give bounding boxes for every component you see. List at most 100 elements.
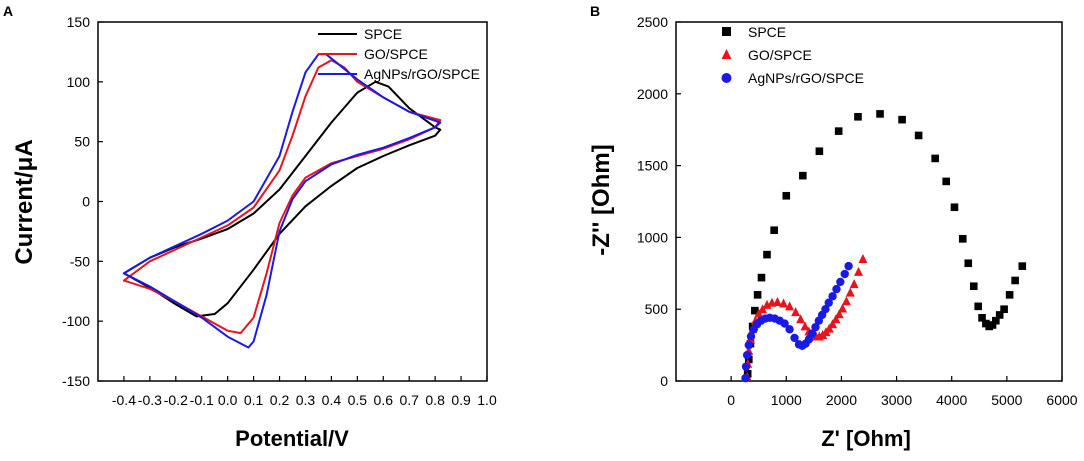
chart-b-series-2-point bbox=[790, 333, 799, 343]
chart-b-xtick-label: 0 bbox=[727, 392, 735, 408]
chart-a-xtick-label: -0.3 bbox=[138, 392, 162, 408]
chart-b-series-1-point bbox=[834, 309, 844, 319]
chart-b-series-2-point bbox=[746, 332, 756, 341]
chart-b-series-2-point bbox=[785, 325, 794, 334]
chart-b-series-0-point bbox=[744, 355, 753, 364]
chart-b-series-1-point bbox=[845, 287, 855, 297]
chart-a-ytick-label: 100 bbox=[67, 74, 91, 90]
chart-b-series-1-point bbox=[831, 314, 841, 324]
chart-a-ytick-label: 0 bbox=[82, 194, 90, 210]
chart-b-series-0-point bbox=[931, 154, 939, 163]
chart-b-series-1-point bbox=[854, 266, 864, 276]
chart-a-ticks: -0.4 -0.3 -0.2 -0.1 0.0 0.1 0.2 0.3 0.4 0.5 0.6 0.7… bbox=[62, 14, 497, 408]
chart-b-series-2-point bbox=[811, 322, 820, 332]
chart-b-series-0-point bbox=[964, 259, 973, 268]
chart-a-xtick-label: 0.0 bbox=[218, 392, 238, 408]
chart-b-series-2-point bbox=[821, 305, 830, 314]
chart-a-xtick-label: 0.3 bbox=[296, 392, 316, 408]
chart-a-xlabel: Potential/V bbox=[235, 426, 349, 451]
chart-b-series-0-point bbox=[950, 203, 959, 212]
chart-a-ylabel: Current/μA bbox=[11, 139, 38, 264]
chart-a-xtick-label: 0.4 bbox=[322, 392, 342, 408]
chart-a-ytick-label: -50 bbox=[70, 253, 90, 269]
chart-b-series-0-point bbox=[1005, 291, 1014, 299]
chart-b-series-2-point bbox=[742, 350, 752, 360]
chart-b-series-1-point bbox=[772, 297, 782, 307]
chart-b-ytick-label: 1000 bbox=[637, 229, 668, 245]
chart-b-series-1-point bbox=[858, 253, 868, 263]
chart-a-series bbox=[122, 53, 442, 349]
chart-b-series-0-point bbox=[834, 127, 843, 135]
chart-b-series-2-point bbox=[828, 292, 837, 301]
chart-b-series-1-point bbox=[785, 301, 795, 311]
chart-a-xtick-label: 0.5 bbox=[348, 392, 368, 408]
chart-b-series-0-point bbox=[782, 191, 791, 200]
chart-b-series-2-point bbox=[832, 284, 841, 294]
legend-b-ag: AgNPs/rGO/SPCE bbox=[748, 70, 864, 86]
chart-a-xtick-label: 0.6 bbox=[374, 392, 394, 408]
chart-b-series-1-point bbox=[779, 298, 789, 308]
chart-a-xtick-label: -0.2 bbox=[164, 392, 188, 408]
chart-b: 0 1000 2000 3000 4000 5000 6000 0 500 1000 1500 200… bbox=[588, 14, 1078, 451]
chart-b-series-0-point bbox=[992, 316, 1000, 325]
chart-b-series-2-point bbox=[824, 298, 833, 307]
chart-a-legend: SPCE GO/SPCE AgNPs/rGO/SPCE bbox=[318, 26, 480, 82]
legend-a-spce: SPCE bbox=[364, 26, 402, 42]
chart-b-series-0-point bbox=[914, 131, 923, 140]
chart-b-series-2-point bbox=[840, 269, 849, 279]
chart-b-frame bbox=[675, 21, 1063, 382]
chart-b-series-1-point bbox=[849, 279, 859, 289]
chart-b-series-0-point bbox=[942, 177, 950, 186]
chart-b-series-0-point bbox=[751, 306, 759, 315]
chart-a-ytick-label: 50 bbox=[74, 134, 90, 150]
chart-b-series-0-point bbox=[1011, 276, 1019, 285]
chart-b-series-0-point bbox=[815, 147, 824, 156]
chart-b-ylabel: -Z'' [Ohm] bbox=[588, 144, 615, 255]
chart-b-series-2-point bbox=[741, 373, 750, 383]
chart-b-series-0-point bbox=[770, 226, 778, 235]
legend-a-ag: AgNPs/rGO/SPCE bbox=[364, 66, 480, 82]
chart-a-xtick-label: 0.2 bbox=[270, 392, 290, 408]
chart-b-series-0-point bbox=[1000, 305, 1008, 313]
chart-b-series-0-point bbox=[854, 112, 862, 121]
chart-b-series-0-point bbox=[969, 282, 978, 291]
chart-b-ytick-label: 0 bbox=[660, 373, 668, 389]
chart-b-ytick-label: 2000 bbox=[637, 86, 668, 102]
chart-b-series-0-point bbox=[753, 291, 762, 299]
chart-b-series-0-point bbox=[995, 311, 1004, 319]
chart-b-series-0-point bbox=[898, 115, 906, 124]
chart-b-series-0-point bbox=[757, 273, 766, 282]
chart-b-series-1-point bbox=[758, 304, 768, 314]
legend-b-marker-spce bbox=[722, 27, 731, 36]
chart-b-series-0-point bbox=[958, 235, 967, 243]
chart-b-xtick-label: 3000 bbox=[881, 392, 912, 408]
chart-b-series-0-point bbox=[763, 250, 771, 259]
chart-b-ticks: 0 1000 2000 3000 4000 5000 6000 0 500 1000 1500 200… bbox=[637, 14, 1078, 408]
chart-a-xtick-label: -0.1 bbox=[190, 392, 214, 408]
legend-b-spce: SPCE bbox=[748, 24, 786, 40]
chart-b-series-2-point bbox=[741, 362, 751, 371]
chart-b-series-2-point bbox=[836, 277, 845, 287]
chart-b-series-2-point bbox=[808, 329, 817, 338]
chart-b-ytick-label: 2500 bbox=[637, 14, 668, 30]
chart-b-series-1-point bbox=[828, 319, 838, 329]
chart-b-series-2-point bbox=[744, 340, 753, 350]
chart-a-xtick-label: 0.8 bbox=[425, 392, 445, 408]
chart-b-xtick-label: 4000 bbox=[936, 392, 967, 408]
chart-b-series-0-point bbox=[988, 321, 997, 329]
chart-b-series-1-point bbox=[841, 296, 851, 306]
chart-b-series-0-point bbox=[974, 302, 982, 311]
chart-a-xtick-label: -0.4 bbox=[112, 392, 136, 408]
chart-b-xtick-label: 1000 bbox=[771, 392, 802, 408]
chart-b-series-1-point bbox=[791, 307, 801, 317]
chart-b-series-0-point bbox=[978, 314, 986, 322]
chart-b-ytick-label: 500 bbox=[645, 301, 669, 317]
panel-a-label: A bbox=[3, 3, 13, 19]
chart-a-xtick-label: 0.7 bbox=[399, 392, 419, 408]
chart-b-series-1-point bbox=[838, 303, 848, 313]
chart-a-series-0-line bbox=[122, 80, 442, 318]
chart-b-series-0-point bbox=[799, 171, 807, 180]
chart-a-series-1-line bbox=[122, 59, 442, 335]
chart-b-series bbox=[741, 110, 1027, 383]
